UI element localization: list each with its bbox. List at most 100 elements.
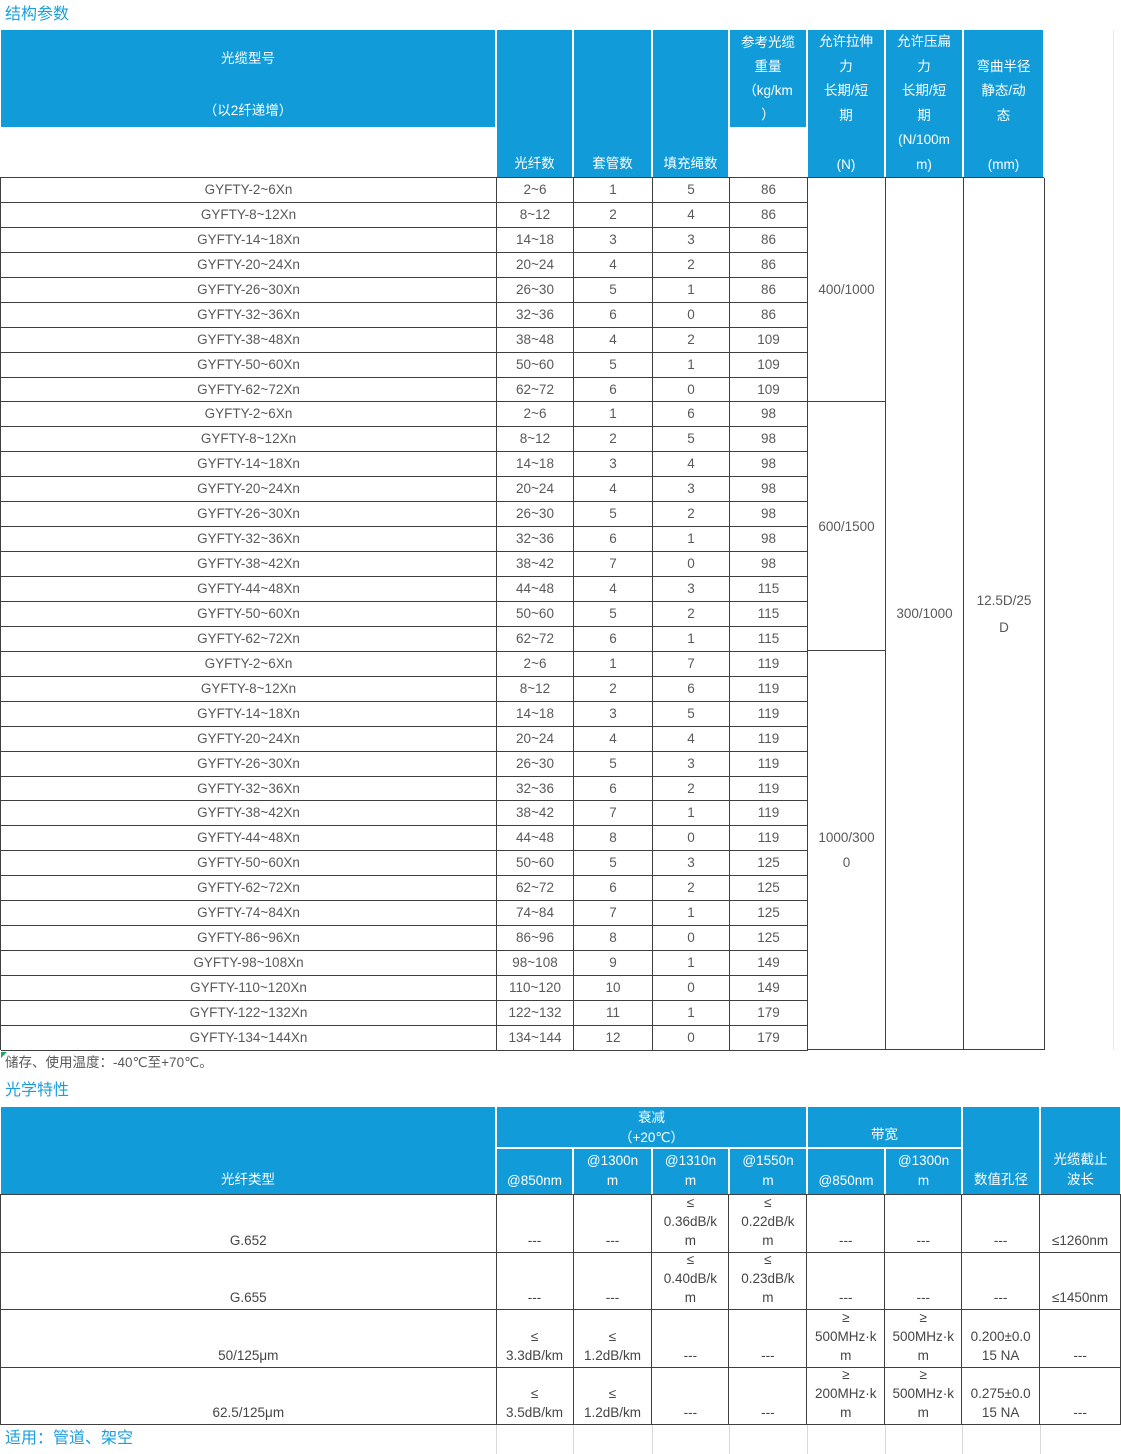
filler-cell: 4 [653, 726, 730, 752]
weight-cell: 119 [730, 701, 808, 727]
tube-cell: 6 [574, 377, 653, 403]
weight-cell: 149 [730, 951, 808, 976]
weight-cell: 119 [730, 751, 808, 777]
model-cell: GYFTY-86~96Xn [1, 926, 497, 952]
table-row: GYFTY-50~60Xn 50~60 5 2 115 [1, 601, 808, 627]
tube-cell: 3 [574, 227, 653, 253]
tube-cell: 8 [574, 926, 653, 952]
model-cell: GYFTY-50~60Xn [1, 601, 497, 627]
fiber-cell: 62~72 [497, 876, 574, 902]
value-cell: --- [729, 1367, 808, 1425]
table-row: GYFTY-14~18Xn 14~18 3 3 86 [1, 227, 808, 253]
model-cell: GYFTY-38~42Xn [1, 552, 497, 577]
tensile-group-cell: 1000/300 0 [808, 651, 886, 1050]
value-cell: ≥ 500MHz·k m [885, 1310, 963, 1368]
header-cell-tube-count: 套管数 [574, 30, 651, 177]
table-row: G.652 --- --- ≤ 0.36dB/k m ≤ 0.22dB/k m --- --… [1, 1195, 1121, 1253]
header-cell-cutoff-wavelength: 光缆截止 波长 [1041, 1107, 1120, 1194]
filler-cell: 6 [653, 402, 730, 428]
filler-cell: 1 [653, 626, 730, 652]
filler-cell: 5 [653, 178, 730, 203]
table-row: GYFTY-20~24Xn 20~24 4 4 119 [1, 726, 808, 752]
table-row: GYFTY-26~30Xn 26~30 5 1 86 [1, 277, 808, 303]
header-cell-attenuation: 衰减 （+20℃） [497, 1107, 806, 1147]
model-cell: GYFTY-2~6Xn [1, 178, 497, 203]
model-cell: GYFTY-2~6Xn [1, 651, 497, 677]
subheader-col: @1310n m [652, 1147, 729, 1194]
header-cell-tensile: 允许拉伸 力 长期/短 期 (N) [808, 30, 884, 177]
optical-table-body: G.652 --- --- ≤ 0.36dB/k m ≤ 0.22dB/k m --- --… [0, 1194, 1121, 1425]
filler-cell: 1 [653, 527, 730, 553]
filler-cell: 0 [653, 976, 730, 1001]
model-cell: GYFTY-8~12Xn [1, 427, 497, 453]
table-row: GYFTY-110~120Xn 110~120 10 0 149 [1, 976, 808, 1001]
filler-cell: 0 [653, 926, 730, 952]
model-cell: GYFTY-74~84Xn [1, 901, 497, 927]
fiber-cell: 38~48 [497, 327, 574, 353]
table-row: GYFTY-8~12Xn 8~12 2 5 98 [1, 427, 808, 453]
fiber-cell: 2~6 [497, 402, 574, 428]
filler-cell: 1 [653, 901, 730, 927]
fiber-type-cell: G.652 [1, 1195, 497, 1253]
model-cell: GYFTY-44~48Xn [1, 826, 497, 852]
crush-span-cell: 300/1000 [886, 178, 964, 1050]
header-col-crush: 允许压扁 力 长期/短 期 (N/100m m) [885, 30, 963, 177]
table-row: GYFTY-62~72Xn 62~72 6 2 125 [1, 876, 808, 902]
gridline-vertical [729, 1425, 730, 1454]
filler-cell: 3 [653, 227, 730, 253]
header-col-fiber-type: 光纤类型 [0, 1105, 496, 1194]
tube-cell: 10 [574, 976, 653, 1001]
fiber-type-cell: 62.5/125μm [1, 1367, 497, 1425]
header-cell-bandwidth-sub: @1300n m [886, 1149, 961, 1194]
weight-cell: 119 [730, 726, 808, 752]
value-cell: ≤ 0.23dB/k m [729, 1252, 808, 1310]
tube-cell: 7 [574, 901, 653, 927]
filler-cell: 0 [653, 552, 730, 577]
model-cell: GYFTY-50~60Xn [1, 851, 497, 877]
value-cell: --- [496, 1252, 574, 1310]
header-col-bend: 弯曲半径 静态/动 态 (mm) [963, 30, 1044, 177]
tube-cell: 8 [574, 826, 653, 852]
fiber-cell: 32~36 [497, 527, 574, 553]
applicable-note: 适用：管道、架空 [5, 1430, 134, 1447]
model-cell: GYFTY-38~42Xn [1, 801, 497, 827]
header-cell-attenuation-sub: @1310n m [653, 1149, 728, 1194]
fiber-cell: 44~48 [497, 577, 574, 602]
filler-cell: 2 [653, 252, 730, 278]
weight-cell: 119 [730, 676, 808, 702]
model-cell: GYFTY-62~72Xn [1, 876, 497, 902]
filler-cell: 2 [653, 601, 730, 627]
value-cell: ≤ 0.40dB/k m [652, 1252, 730, 1310]
filler-cell: 3 [653, 477, 730, 503]
weight-cell: 86 [730, 227, 808, 253]
filler-cell: 1 [653, 352, 730, 378]
value-cell: --- [496, 1195, 574, 1253]
header-cell-attenuation-sub: @1300n m [574, 1149, 651, 1194]
weight-cell: 86 [730, 202, 808, 228]
header-cell-attenuation-sub: @1550n m [730, 1149, 806, 1194]
value-cell: 0.200±0.0 15 NA [962, 1310, 1041, 1368]
header-group-attenuation: 衰减 （+20℃） @850nm @1300n m @1310n m @1550n m [496, 1105, 807, 1194]
header-cell-filler-count: 填充绳数 [653, 30, 728, 177]
fiber-cell: 20~24 [497, 477, 574, 503]
filler-cell: 7 [653, 651, 730, 677]
structural-table-body: GYFTY-2~6Xn 2~6 1 5 86 GYFTY-8~12Xn 8~12 2 4 86 GY… [0, 177, 1045, 1051]
value-cell: ≤ 0.22dB/k m [729, 1195, 808, 1253]
value-cell: ≤1260nm [1040, 1195, 1121, 1253]
weight-cell: 98 [730, 552, 808, 577]
tube-cell: 2 [574, 427, 653, 453]
value-cell: 0.275±0.0 15 NA [962, 1367, 1041, 1425]
tensile-column: 400/1000 600/1500 1000/300 0 [808, 178, 886, 1050]
model-cell: GYFTY-2~6Xn [1, 402, 497, 428]
optical-table-header: 光纤类型 衰减 （+20℃） @850nm @1300n m @1310n m @15… [0, 1105, 1121, 1194]
bend-column: 12.5D/25 D [964, 178, 1045, 1050]
filler-cell: 3 [653, 751, 730, 777]
fiber-cell: 74~84 [497, 901, 574, 927]
gridline-vertical [807, 1425, 808, 1454]
filler-cell: 4 [653, 202, 730, 228]
gridline-vertical [652, 1425, 653, 1454]
filler-cell: 1 [653, 277, 730, 303]
tube-cell: 6 [574, 776, 653, 802]
header-col-fiber-count: 光纤数 [496, 30, 573, 177]
value-cell: --- [807, 1252, 886, 1310]
